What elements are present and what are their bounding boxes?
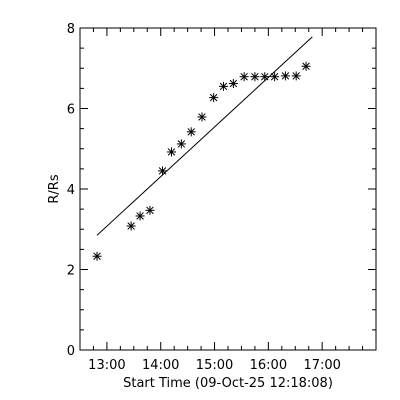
data-point-stroke bbox=[177, 140, 186, 148]
data-point-stroke bbox=[187, 128, 195, 136]
data-point bbox=[280, 71, 290, 81]
data-point-stroke bbox=[146, 206, 154, 215]
data-point bbox=[291, 71, 301, 81]
data-point bbox=[250, 72, 260, 82]
data-point-stroke bbox=[302, 62, 310, 70]
y-tick-label: 2 bbox=[67, 264, 75, 279]
data-point-stroke bbox=[270, 72, 279, 81]
data-point-stroke bbox=[167, 148, 176, 156]
x-tick-label: 14:00 bbox=[142, 358, 179, 373]
data-point-stroke bbox=[136, 212, 144, 220]
data-point-stroke bbox=[158, 167, 167, 175]
y-tick-label: 4 bbox=[67, 183, 75, 198]
data-point bbox=[228, 79, 238, 89]
data-point bbox=[92, 251, 102, 261]
data-point bbox=[166, 147, 176, 157]
data-point bbox=[126, 221, 136, 231]
data-point-stroke bbox=[261, 72, 269, 81]
data-point-stroke bbox=[209, 93, 218, 102]
y-tick-label: 0 bbox=[67, 344, 75, 359]
data-point bbox=[209, 93, 219, 103]
ticks bbox=[79, 27, 377, 351]
data-point-stroke bbox=[198, 113, 206, 121]
x-tick-label: 17:00 bbox=[303, 358, 340, 373]
data-points bbox=[92, 61, 311, 261]
data-point-stroke bbox=[219, 82, 228, 91]
data-point bbox=[186, 127, 196, 137]
x-tick-label: 15:00 bbox=[196, 358, 233, 373]
y-axis-label: R/Rs bbox=[47, 174, 62, 203]
data-point bbox=[135, 211, 145, 221]
data-point-stroke bbox=[240, 72, 248, 81]
data-point bbox=[176, 139, 186, 149]
x-tick-label: 16:00 bbox=[250, 358, 287, 373]
data-point bbox=[260, 72, 270, 82]
x-tick-label: 13:00 bbox=[88, 358, 125, 373]
y-tick-label: 8 bbox=[67, 22, 75, 37]
data-point-stroke bbox=[229, 79, 238, 88]
data-point bbox=[301, 61, 311, 71]
data-point bbox=[239, 72, 249, 82]
tick-labels: 13:00 14:00 15:00 16:00 17:00 0 2 4 6 8 bbox=[67, 22, 341, 373]
data-point-stroke bbox=[281, 72, 290, 80]
y-tick-label: 6 bbox=[67, 103, 75, 118]
fit-line bbox=[96, 36, 313, 236]
data-point bbox=[197, 112, 207, 122]
data-point bbox=[145, 205, 155, 215]
data-point-stroke bbox=[127, 222, 135, 230]
data-point bbox=[270, 72, 280, 82]
data-point-stroke bbox=[93, 252, 101, 260]
data-point-stroke bbox=[251, 72, 259, 81]
x-axis-label: Start Time (09-Oct-25 12:18:08) bbox=[123, 376, 333, 391]
data-point bbox=[158, 166, 168, 176]
data-point bbox=[219, 81, 229, 91]
data-point-stroke bbox=[292, 72, 300, 80]
